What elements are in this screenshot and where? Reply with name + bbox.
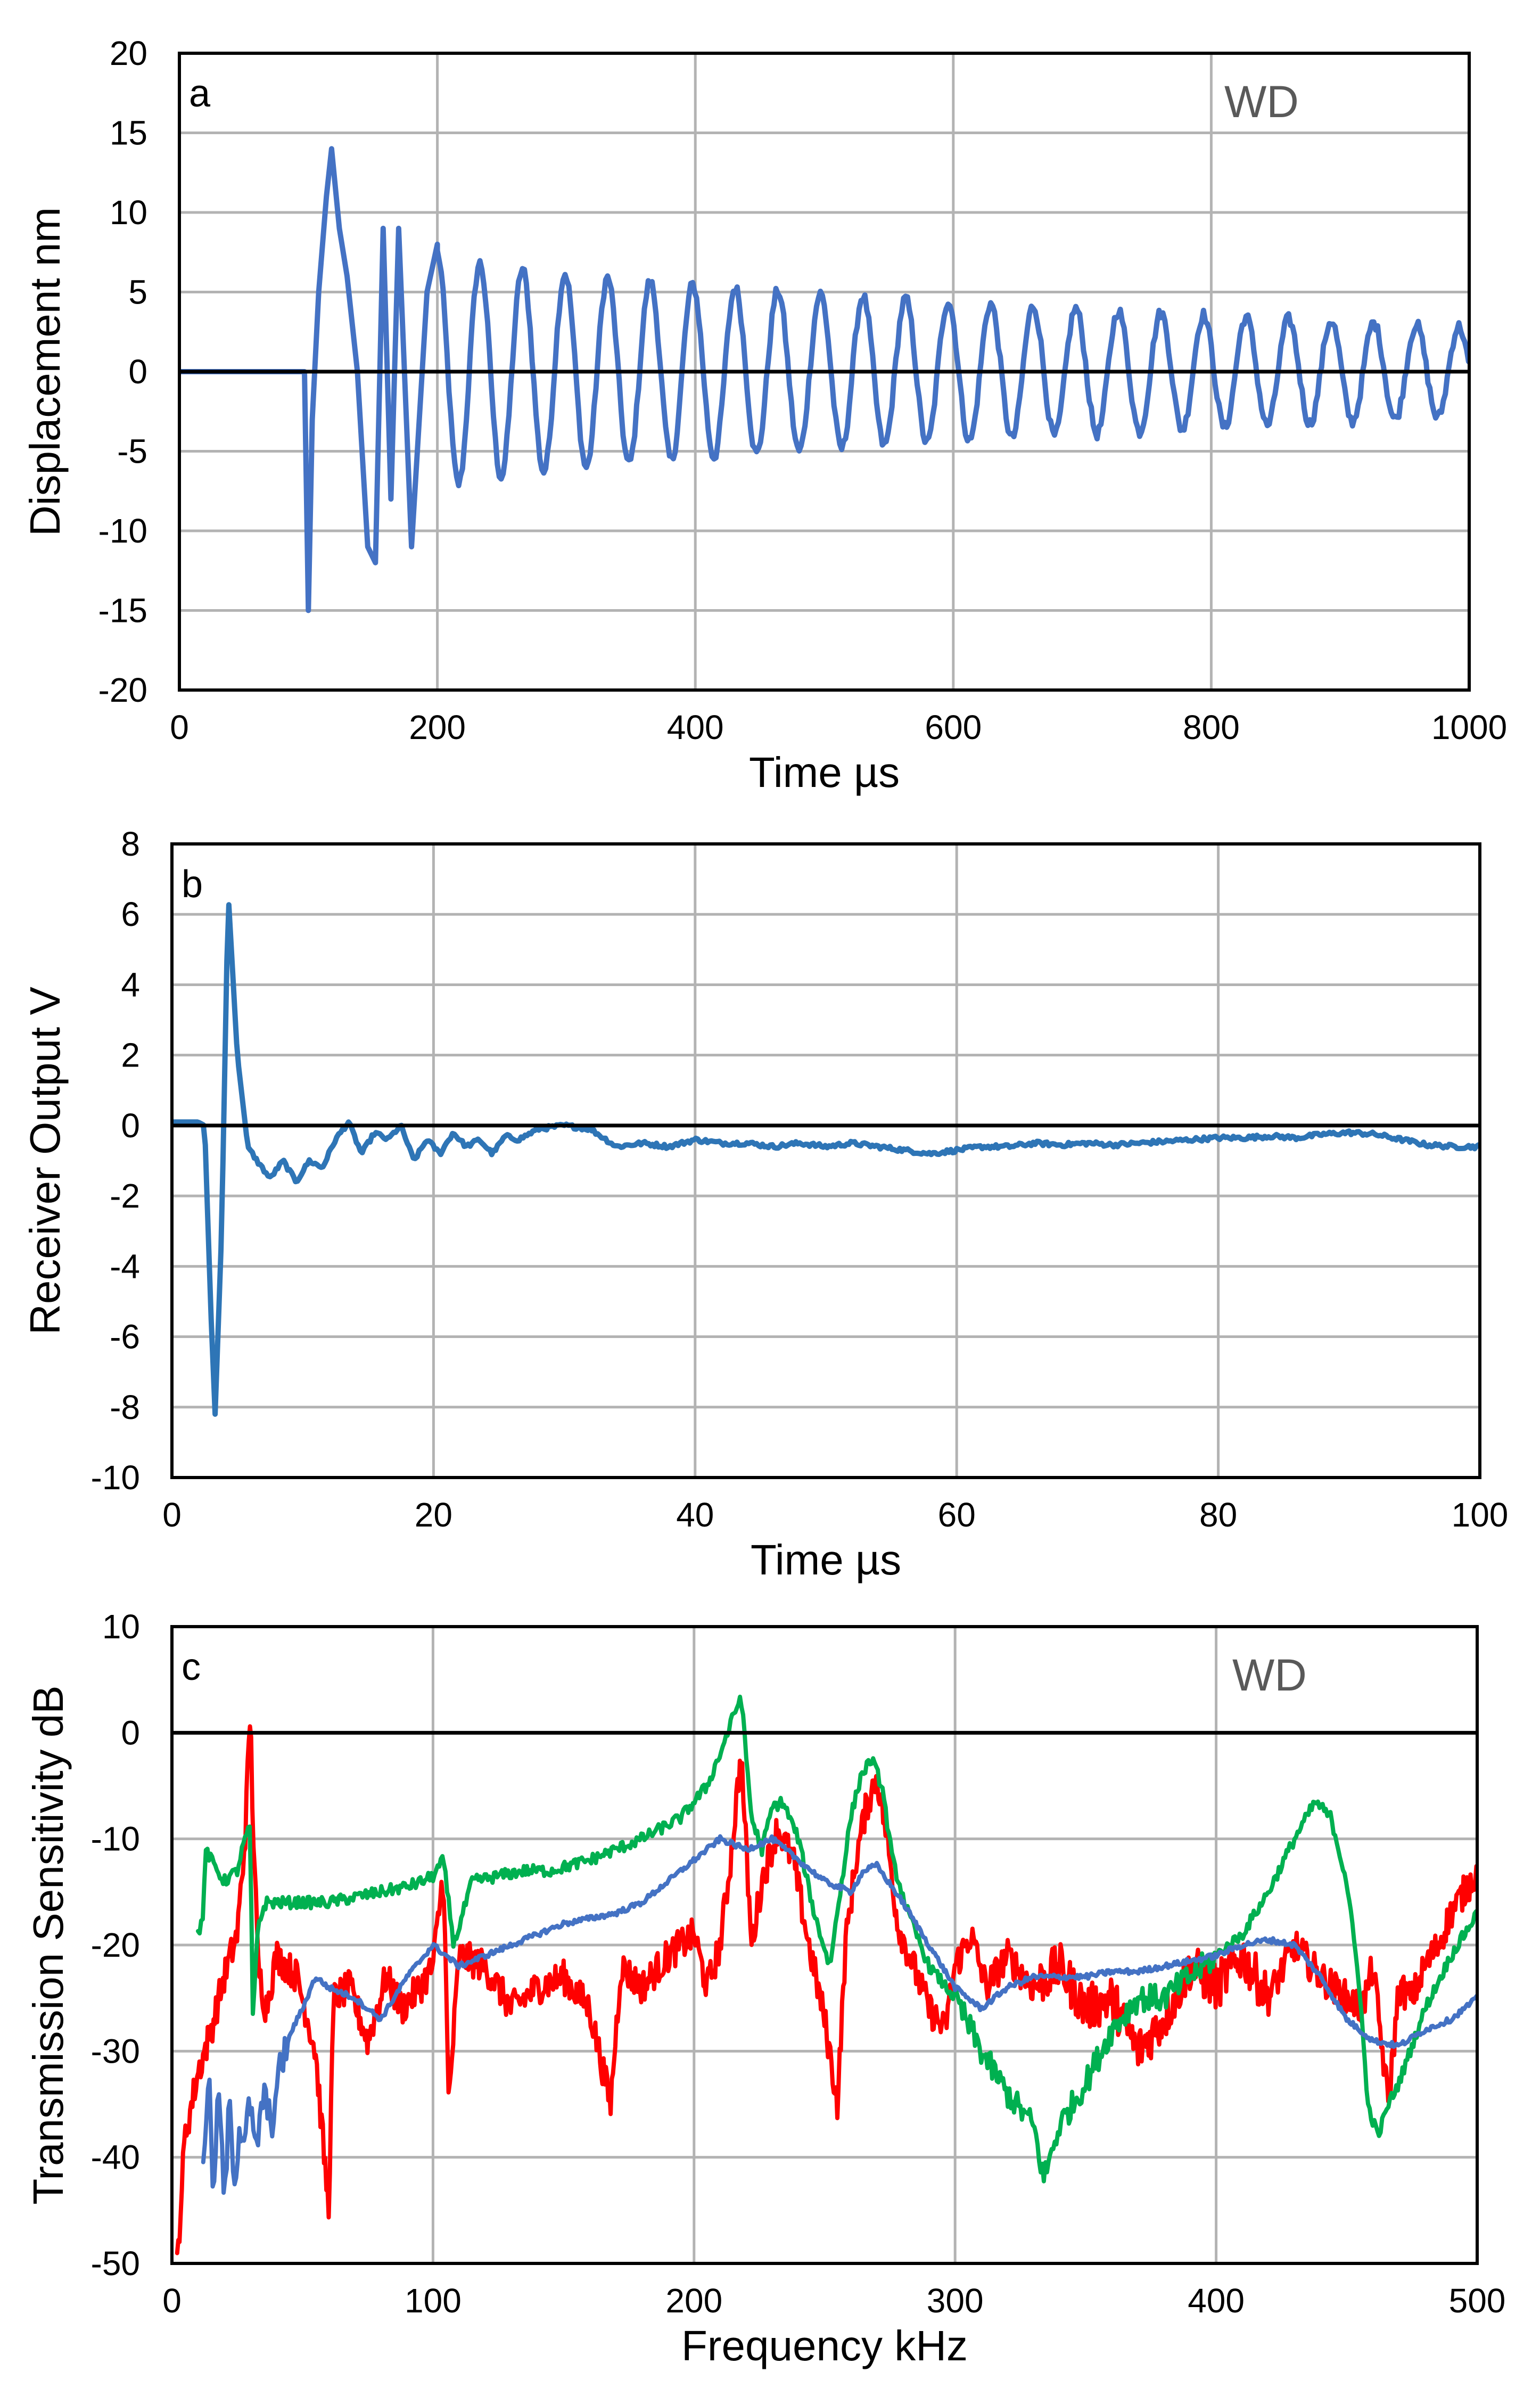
y-tick-label: 4 <box>121 965 140 1004</box>
panel-letter: a <box>189 72 211 115</box>
x-tick-label: 0 <box>170 708 189 746</box>
annotation-wd: WD <box>1224 77 1299 127</box>
y-tick-label: -10 <box>91 1820 141 1858</box>
plot-frame <box>178 52 1471 692</box>
x-tick-label: 800 <box>1183 708 1240 746</box>
x-tick-label: 0 <box>162 1496 182 1534</box>
x-tick-labels: 0 100 200 300 400 500 <box>162 2282 1505 2320</box>
panel-letter: c <box>182 1646 201 1688</box>
y-tick-label: 10 <box>110 193 147 232</box>
y-tick-label: -15 <box>98 592 148 630</box>
x-tick-label: 80 <box>1199 1496 1237 1534</box>
y-tick-labels: -50 -40 -30 -20 -10 0 10 <box>91 1607 141 2283</box>
y-tick-label: -10 <box>98 512 148 550</box>
y-tick-label: 15 <box>110 114 147 152</box>
series-line-red <box>175 1724 1477 2255</box>
y-tick-label: -40 <box>91 2138 141 2177</box>
y-tick-label: 20 <box>110 34 147 72</box>
y-axis-label: Receiver Output V <box>21 987 69 1335</box>
y-tick-label: -10 <box>91 1458 141 1497</box>
x-tick-labels: 0 200 400 600 800 1000 <box>170 708 1507 746</box>
series-layer <box>175 1694 1477 2255</box>
x-axis-label: Time µs <box>751 1536 901 1583</box>
x-tick-label: 600 <box>925 708 982 746</box>
y-axis-label: Transmission Sensitivity dB <box>24 1685 72 2204</box>
y-tick-label: -8 <box>110 1388 140 1426</box>
y-tick-label: 5 <box>128 273 147 311</box>
y-tick-label: -50 <box>91 2244 141 2283</box>
y-tick-labels: -20 -15 -10 -5 0 5 10 15 20 <box>98 34 148 709</box>
annotation-wd: WD <box>1232 1650 1307 1700</box>
series-line-blue <box>201 1834 1477 2195</box>
y-axis-label: Displacement nm <box>21 207 69 536</box>
series-line-receiver-output <box>172 902 1480 1417</box>
x-tick-label: 1000 <box>1431 708 1507 746</box>
x-tick-label: 500 <box>1449 2282 1506 2320</box>
y-tick-labels: -10 -8 -6 -4 -2 0 2 4 6 8 <box>91 825 141 1497</box>
y-tick-label: -6 <box>110 1318 140 1356</box>
series-layer <box>179 146 1469 613</box>
y-tick-label: -20 <box>98 671 148 709</box>
x-tick-label: 200 <box>665 2282 722 2320</box>
x-tick-label: 40 <box>676 1496 714 1534</box>
y-tick-label: -30 <box>91 2032 141 2070</box>
x-axis-label: Time µs <box>749 749 900 796</box>
y-tick-label: -4 <box>110 1247 140 1285</box>
x-tick-label: 200 <box>409 708 466 746</box>
y-tick-label: 10 <box>102 1607 140 1646</box>
plot-frame <box>170 842 1481 1479</box>
panel-c: 0 100 200 300 400 500 -50 -40 -30 -20 -10 0 10 c WD… <box>24 1607 1505 2369</box>
y-tick-label: -5 <box>117 432 147 471</box>
y-tick-label: 0 <box>121 1713 140 1752</box>
x-axis-label: Frequency kHz <box>681 2322 968 2369</box>
x-tick-label: 60 <box>938 1496 976 1534</box>
panel-letter: b <box>182 863 203 906</box>
series-layer <box>172 902 1480 1417</box>
y-tick-label: 0 <box>121 1106 140 1145</box>
plot-frame <box>170 1625 1479 2265</box>
y-tick-label: -20 <box>91 1926 141 1964</box>
x-tick-labels: 0 20 40 60 80 100 <box>162 1496 1508 1534</box>
y-tick-label: -2 <box>110 1177 140 1215</box>
x-tick-label: 20 <box>415 1496 452 1534</box>
x-tick-label: 300 <box>927 2282 984 2320</box>
x-tick-label: 400 <box>667 708 724 746</box>
y-tick-label: 2 <box>121 1036 140 1074</box>
series-line-displacement <box>179 146 1469 613</box>
y-tick-label: 0 <box>128 352 147 391</box>
x-tick-label: 0 <box>162 2282 182 2320</box>
x-tick-label: 400 <box>1188 2282 1245 2320</box>
x-tick-label: 100 <box>1452 1496 1509 1534</box>
y-tick-label: 6 <box>121 895 140 933</box>
y-tick-label: 8 <box>121 825 140 863</box>
series-line-green <box>196 1694 1477 2184</box>
x-tick-label: 100 <box>405 2282 462 2320</box>
